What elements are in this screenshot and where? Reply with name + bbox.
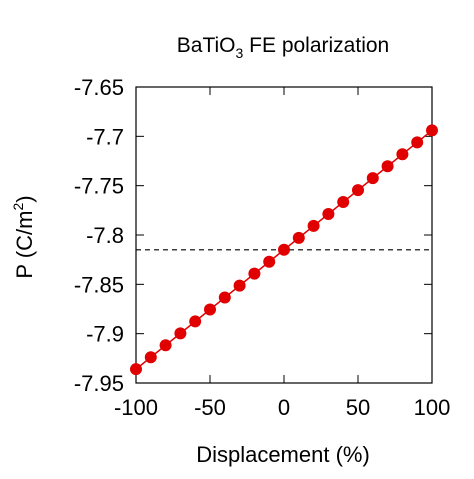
x-axis-label: Displacement (%) — [196, 442, 370, 467]
data-point — [322, 207, 335, 220]
data-point — [426, 124, 438, 137]
x-tick-label: -100 — [114, 395, 158, 420]
y-tick-label: -7.85 — [74, 272, 124, 297]
x-tick-label: 100 — [414, 395, 451, 420]
data-point — [307, 219, 320, 232]
data-point — [159, 339, 172, 352]
y-tick-label: -7.8 — [86, 223, 124, 248]
y-tick-label: -7.7 — [86, 124, 124, 149]
data-point — [218, 291, 231, 304]
data-point — [233, 279, 246, 292]
data-point — [337, 196, 350, 209]
data-point — [352, 184, 364, 197]
data-point — [366, 172, 379, 185]
y-tick-label: -7.65 — [74, 75, 124, 100]
x-tick-label: -50 — [194, 395, 226, 420]
x-tick-label: 50 — [346, 395, 370, 420]
y-tick-label: -7.75 — [74, 174, 124, 199]
data-point — [130, 363, 142, 376]
plot-area: -100 -50 0 50 100 -7.95 -7.9 -7.85 -7.8 -7.75 -7.7… — [74, 75, 451, 420]
data-point — [411, 136, 424, 149]
data-point — [278, 243, 290, 256]
chart-title: BaTiO3 FE polarization — [177, 34, 389, 61]
data-point — [189, 315, 202, 328]
x-tick-label: 0 — [278, 395, 290, 420]
y-tick-label: -7.9 — [86, 322, 124, 347]
y-tick-label: -7.95 — [74, 371, 124, 396]
data-point — [174, 327, 187, 340]
data-point — [396, 148, 409, 161]
data-point — [248, 267, 261, 280]
y-axis-label: P (C/m2) — [10, 195, 37, 278]
data-point — [381, 160, 394, 173]
data-point — [204, 303, 216, 316]
data-point — [292, 231, 305, 244]
data-point — [144, 351, 157, 364]
data-point — [263, 255, 276, 268]
